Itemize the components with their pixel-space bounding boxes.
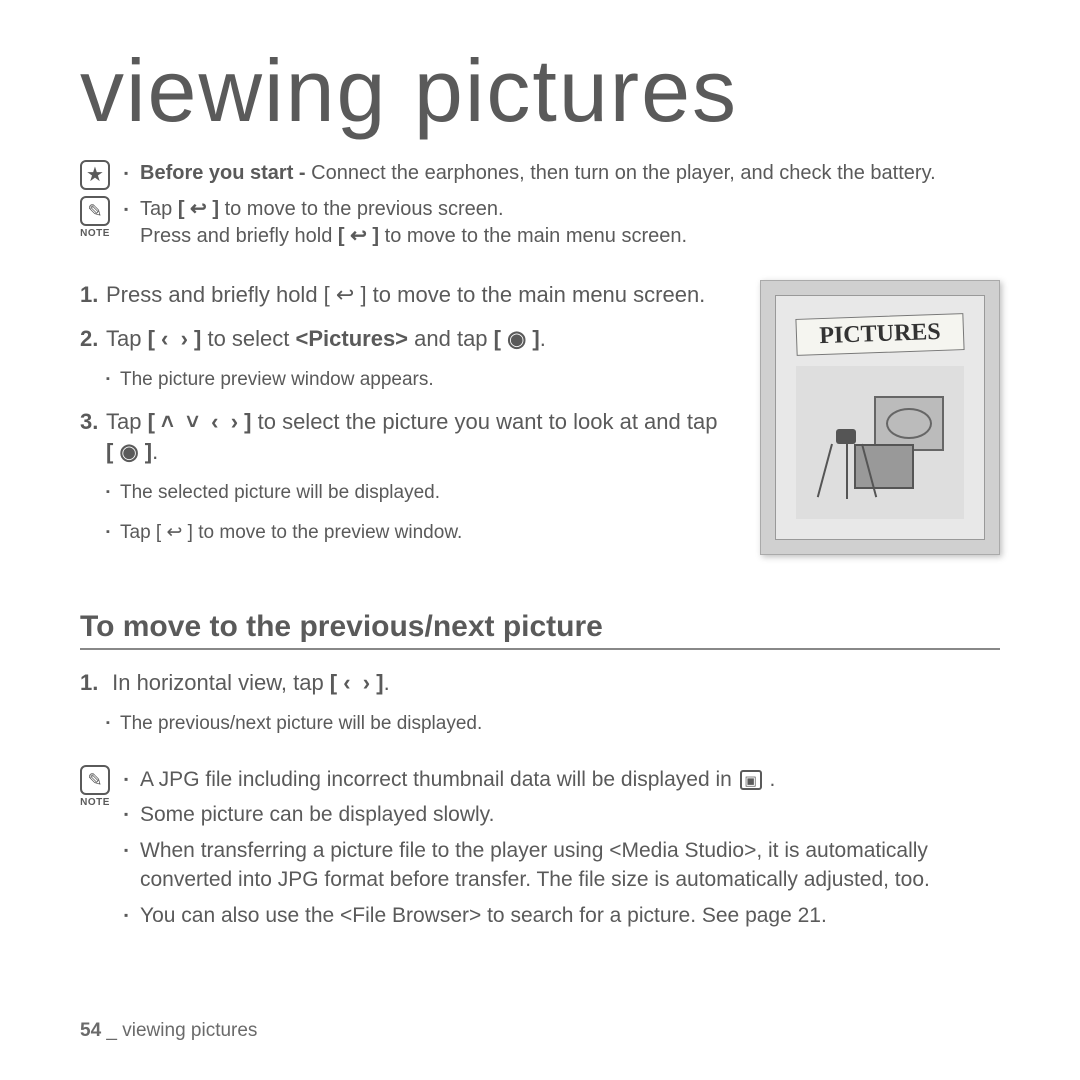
bullet-icon: ▪ (106, 711, 120, 737)
footer-text: viewing pictures (122, 1020, 257, 1041)
note-icon: ✎ (80, 196, 110, 226)
bullet-icon: ▪ (106, 367, 120, 393)
step-number: 1. (80, 668, 106, 698)
bullet-icon: ▪ (106, 520, 120, 546)
note-label: NOTE (80, 797, 110, 808)
thumbnail-error-icon: ▣ (740, 770, 762, 790)
sub-text: The previous/next picture will be displa… (120, 711, 482, 737)
sub-text: The selected picture will be displayed. (120, 480, 440, 506)
bullet-icon: ▪ (106, 480, 120, 506)
page-number: 54 (80, 1020, 101, 1041)
page-title: viewing pictures (80, 40, 1000, 142)
steps-list: 1. Press and briefly hold [ ↩ ] to move … (80, 280, 760, 560)
step-text: In horizontal view, tap [ ‹ › ]. (106, 668, 390, 698)
bullet-icon: ▪ (124, 160, 140, 187)
note-item: Some picture can be displayed slowly. (140, 800, 494, 829)
step-number: 2. (80, 324, 106, 354)
step-number: 1. (80, 280, 106, 310)
step-number: 3. (80, 407, 106, 466)
step-text: Tap [ ‹ › ] to select <Pictures> and tap… (106, 324, 546, 354)
notes-list: ▪ A JPG file including incorrect thumbna… (124, 765, 1000, 936)
note-item: You can also use the <File Browser> to s… (140, 901, 827, 930)
bullet-icon: ▪ (124, 800, 140, 829)
note-item: When transferring a picture file to the … (140, 836, 1000, 895)
note-icon: ✎ (80, 765, 110, 795)
star-icon: ★ (80, 160, 110, 190)
sub-text: The picture preview window appears. (120, 367, 434, 393)
note-line: Tap [ ↩ ] to move to the previous screen… (140, 196, 687, 250)
note-label: NOTE (80, 228, 110, 239)
note-item: A JPG file including incorrect thumbnail… (140, 765, 775, 794)
sub-text: Tap [ ↩ ] to move to the preview window. (120, 520, 462, 546)
step-text: Tap [ ˄ ˅ ‹ › ] to select the picture yo… (106, 407, 740, 466)
bullet-icon: ▪ (124, 901, 140, 930)
bullet-icon: ▪ (124, 765, 140, 794)
bullet-icon: ▪ (124, 196, 140, 250)
before-start-text: Before you start - Connect the earphones… (140, 160, 936, 187)
device-banner-text: PICTURES (795, 313, 964, 356)
bullet-icon: ▪ (124, 836, 140, 895)
page-footer: 54 _ viewing pictures (80, 1020, 257, 1042)
step-text: Press and briefly hold [ ↩ ] to move to … (106, 280, 705, 310)
section-heading: To move to the previous/next picture (80, 610, 1000, 650)
device-preview-image: PICTURES (760, 280, 1000, 555)
